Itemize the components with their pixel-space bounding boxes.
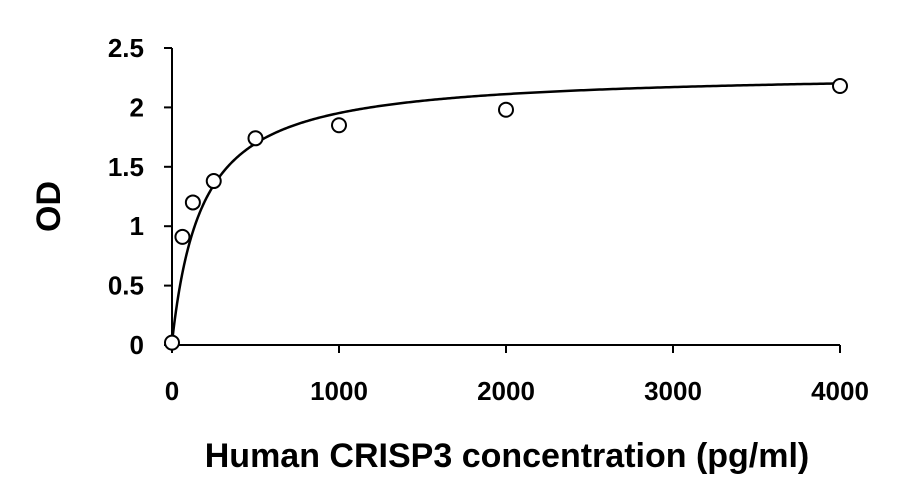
data-points bbox=[164, 78, 848, 351]
data-point bbox=[164, 334, 180, 351]
y-tick-label: 0 bbox=[130, 330, 144, 360]
data-point bbox=[498, 101, 514, 118]
x-tick-label: 4000 bbox=[811, 376, 869, 406]
y-tick-label: 1 bbox=[130, 211, 144, 241]
axes bbox=[171, 48, 840, 346]
y-tick-label: 2 bbox=[130, 92, 144, 122]
ticks: 0 0.5 1 1.5 2 2.5 0 1000 2000 3000 4000 bbox=[108, 33, 869, 406]
data-point bbox=[205, 173, 222, 190]
data-point bbox=[832, 78, 848, 95]
data-point bbox=[174, 228, 191, 245]
x-tick-label: 2000 bbox=[477, 376, 535, 406]
y-tick-label: 2.5 bbox=[108, 33, 144, 63]
x-tick-label: 3000 bbox=[644, 376, 702, 406]
data-point bbox=[184, 194, 201, 211]
fit-curve bbox=[170, 82, 841, 343]
y-axis-title: OD bbox=[30, 181, 68, 232]
data-point bbox=[331, 117, 347, 134]
y-tick-label: 0.5 bbox=[108, 271, 144, 301]
y-tick-label: 1.5 bbox=[108, 152, 144, 182]
x-tick-label: 0 bbox=[165, 376, 179, 406]
data-point bbox=[247, 130, 264, 147]
x-tick-label: 1000 bbox=[310, 376, 368, 406]
x-axis-title: Human CRISP3 concentration (pg/ml) bbox=[205, 437, 810, 475]
